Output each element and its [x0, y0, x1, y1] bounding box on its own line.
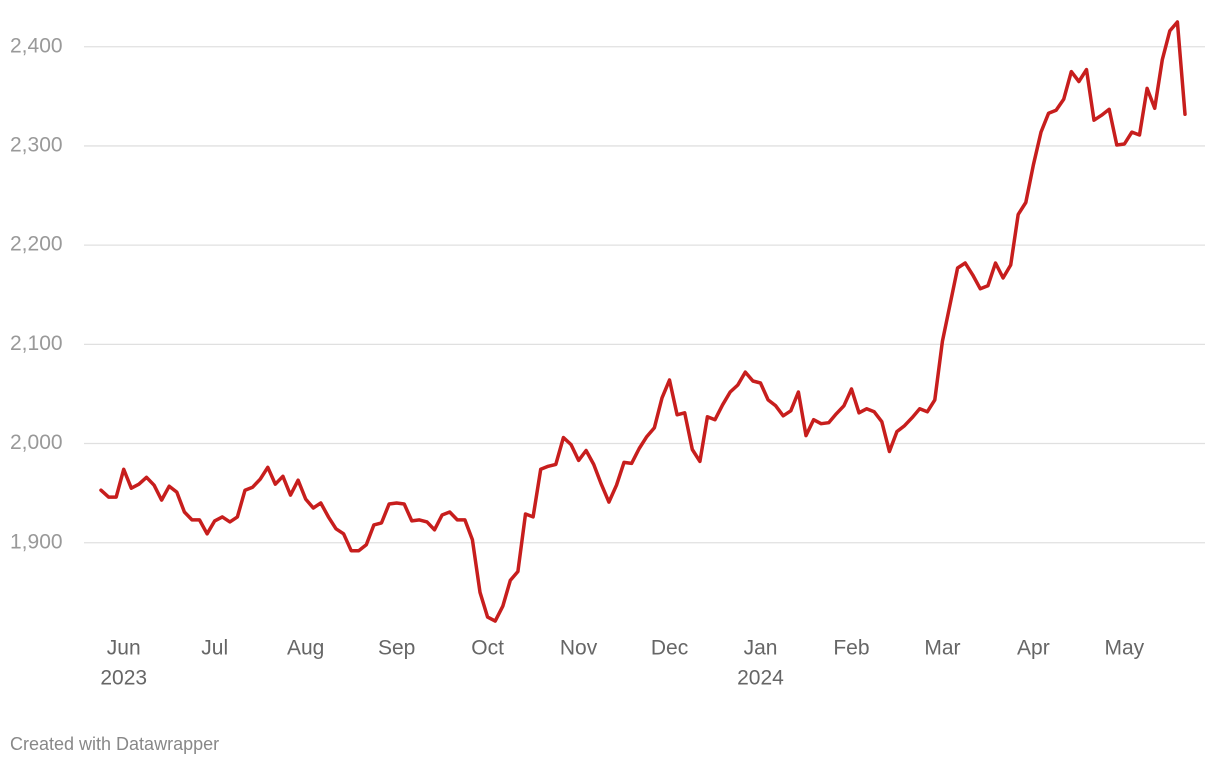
credit: Created with Datawrapper: [10, 734, 219, 754]
x-tick-label: Apr: [1017, 637, 1050, 660]
x-tick-label: Aug: [287, 637, 324, 660]
y-tick-label: 2,000: [10, 431, 63, 454]
y-tick-label: 2,300: [10, 133, 63, 156]
x-year-label: 2024: [737, 667, 784, 690]
x-tick-label: Jan: [744, 637, 778, 660]
x-tick-label: Jun: [107, 637, 141, 660]
x-tick-label: Mar: [924, 637, 960, 660]
y-tick-label: 2,200: [10, 233, 63, 256]
x-tick-label: Oct: [471, 637, 504, 660]
x-tick-label: Dec: [651, 637, 688, 660]
price-line: [99, 20, 1187, 623]
y-tick-label: 2,100: [10, 332, 63, 355]
x-tick-label: Feb: [833, 637, 869, 660]
y-tick-label: 1,900: [10, 530, 63, 553]
x-year-label: 2023: [100, 667, 147, 690]
x-tick-label: Nov: [560, 637, 598, 660]
y-tick-label: 2,400: [10, 34, 63, 57]
x-tick-label: Jul: [201, 637, 228, 660]
x-tick-label: May: [1105, 637, 1145, 660]
x-tick-label: Sep: [378, 637, 415, 660]
